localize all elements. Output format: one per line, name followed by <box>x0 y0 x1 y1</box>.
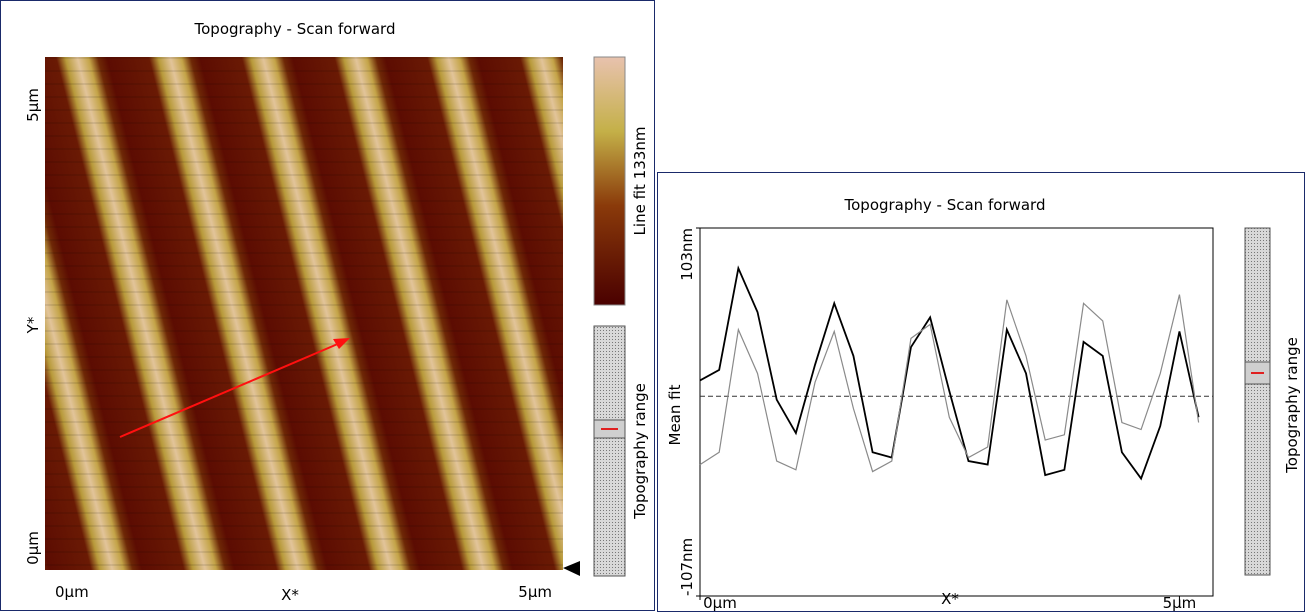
y-tick-label: -107nm <box>678 538 696 596</box>
y-tick-label: 5µm <box>24 88 42 122</box>
y-label: Y* <box>24 316 42 334</box>
line-indicator[interactable] <box>563 561 580 576</box>
left-title: Topography - Scan forward <box>194 20 396 38</box>
range-label: Topography range <box>1283 337 1301 474</box>
colorbar <box>593 56 626 306</box>
x-tick-label: 0µm <box>55 583 89 601</box>
x-axis-label: X* <box>941 590 959 608</box>
range-widget[interactable] <box>1244 227 1271 576</box>
colorbar-label: Line fit 133nm <box>631 127 649 236</box>
scan-lines <box>45 57 563 570</box>
y-tick-label: 103nm <box>678 228 696 281</box>
chart-title: Topography - Scan forward <box>844 196 1046 214</box>
profile-line <box>699 294 1200 473</box>
range-widget[interactable] <box>593 325 626 577</box>
x-tick-label: 5µm <box>1163 594 1197 612</box>
x-tick-label: 5µm <box>518 583 552 601</box>
plot-area <box>699 227 1214 597</box>
x-tick-label: 0µm <box>703 594 737 612</box>
range-label: Topography range <box>631 383 649 520</box>
y-axis-label: Mean fit <box>666 384 684 445</box>
y-tick-label: 0µm <box>24 531 42 565</box>
arrow-head <box>333 338 350 349</box>
profile-line <box>699 265 1200 481</box>
x-label: X* <box>281 586 299 604</box>
profile-arrow <box>119 342 341 438</box>
